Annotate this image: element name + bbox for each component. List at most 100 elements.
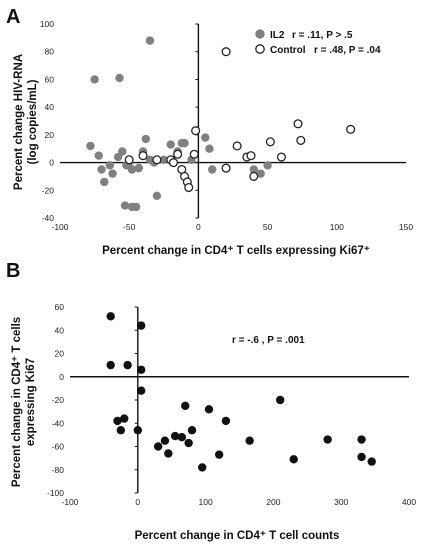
x-tick-label: -100 [61, 497, 78, 507]
il2-point [205, 144, 214, 153]
x-tick-label: 150 [399, 222, 413, 232]
data-point [106, 360, 115, 370]
il2-point [201, 133, 210, 142]
il2-point [180, 138, 189, 148]
panel-b-label: B [6, 260, 20, 282]
data-point [133, 426, 143, 435]
data-point [123, 360, 132, 370]
data-point [170, 431, 180, 441]
data-point [136, 321, 146, 330]
legend-control-name: Control [270, 45, 306, 56]
il2-point [145, 36, 155, 45]
control-point [124, 155, 134, 165]
data-point [106, 312, 115, 321]
data-point [289, 455, 298, 464]
y-tick-label: -20 [52, 395, 65, 405]
data-point [181, 401, 190, 411]
panel-a-label: A [6, 6, 20, 28]
panel-b-x-ticks: -100 0 100 200 300 400 [61, 497, 416, 507]
data-point [177, 433, 187, 442]
data-point [120, 414, 129, 423]
legend-control-stat: r = .48, P = .04 [314, 45, 381, 56]
il2-point [90, 75, 99, 84]
data-point [136, 386, 146, 395]
panel-a-legend: IL2 r = .11, P > .5 Control r = .48, P =… [255, 29, 381, 56]
y-tick-label: 20 [45, 130, 55, 140]
panel-a-x-ticks: -100 -50 0 50 100 150 [51, 222, 413, 232]
il2-point [208, 165, 217, 174]
y-tick-label: -40 [52, 418, 65, 428]
panel-b-x-label: Percent change in CD4⁺ T cell counts [135, 530, 340, 542]
il2-point [263, 161, 272, 170]
y-tick-label: -80 [52, 465, 65, 475]
control-point [138, 151, 148, 161]
il2-point [113, 152, 123, 162]
y-tick-label: 60 [55, 302, 65, 312]
panel-a-y-label: Percent change HIV-RNA (log copies/mL) [13, 54, 39, 190]
il2-point [108, 169, 117, 178]
panel-b-stat-annotation: r = -.6 , P = .001 [232, 335, 305, 346]
control-point [221, 47, 231, 57]
data-point [221, 416, 231, 426]
il2-point [134, 163, 144, 173]
control-point [265, 137, 275, 147]
control-point [246, 151, 256, 161]
data-point [116, 426, 126, 435]
il2-point [100, 177, 109, 187]
data-point [357, 452, 366, 462]
il2-point [118, 147, 127, 156]
il2-point [166, 140, 175, 149]
data-point [187, 426, 197, 435]
panel-a-points [86, 36, 356, 212]
x-tick-label: 0 [135, 497, 140, 507]
il2-point [97, 165, 106, 174]
data-point [357, 435, 366, 444]
data-point [214, 450, 224, 459]
data-point [245, 436, 254, 445]
control-point [293, 119, 303, 129]
legend-il2-marker [255, 29, 265, 39]
y-tick-label: 0 [59, 372, 64, 382]
data-point [153, 442, 163, 451]
y-tick-label: -20 [42, 185, 55, 195]
y-tick-label: 60 [45, 74, 55, 84]
y-tick-label: 100 [40, 19, 54, 29]
control-point [168, 158, 179, 168]
panel-a: A -100 -50 0 50 100 150 -40 -20 0 20 40 60 80 100 Pe… [6, 6, 413, 257]
control-point [346, 124, 356, 134]
legend-il2-name: IL2 [270, 30, 285, 41]
panel-a-y-label-line1: Percent change HIV-RNA [13, 54, 25, 190]
control-point [296, 135, 306, 145]
il2-point [131, 202, 141, 212]
x-tick-label: 100 [199, 497, 213, 507]
legend-control-marker [255, 44, 265, 54]
panel-b-y-ticks: -100 -80 -60 -40 -20 0 20 40 60 [47, 302, 138, 498]
il2-point [127, 165, 137, 174]
x-tick-label: 200 [266, 497, 280, 507]
x-tick-label: 100 [330, 222, 344, 232]
panel-b-y-label-line1: Percent change in CD4⁺ T cells [11, 317, 23, 487]
data-point [184, 438, 193, 448]
data-point [275, 395, 285, 405]
il2-point [152, 191, 162, 201]
y-tick-label: 40 [45, 102, 55, 112]
panel-a-y-label-line2: (log copies/mL) [27, 79, 39, 164]
panel-b-y-label: Percent change in CD4⁺ T cells expressin… [11, 317, 37, 487]
x-tick-label: -50 [123, 222, 136, 232]
control-point [191, 126, 201, 136]
control-point [184, 182, 194, 193]
panel-b-y-label-line2: expressing Ki67 [25, 358, 37, 446]
data-point [367, 457, 376, 466]
panel-a-axes [60, 24, 406, 218]
x-tick-label: 300 [334, 497, 348, 507]
control-point [173, 149, 183, 159]
panel-b-points [106, 312, 376, 472]
data-point [198, 463, 207, 472]
data-point [323, 435, 332, 444]
y-tick-label: -100 [47, 488, 64, 498]
y-tick-label: 20 [55, 349, 65, 359]
y-tick-label: 0 [49, 158, 54, 168]
il2-point [141, 134, 151, 144]
il2-point [115, 73, 124, 83]
